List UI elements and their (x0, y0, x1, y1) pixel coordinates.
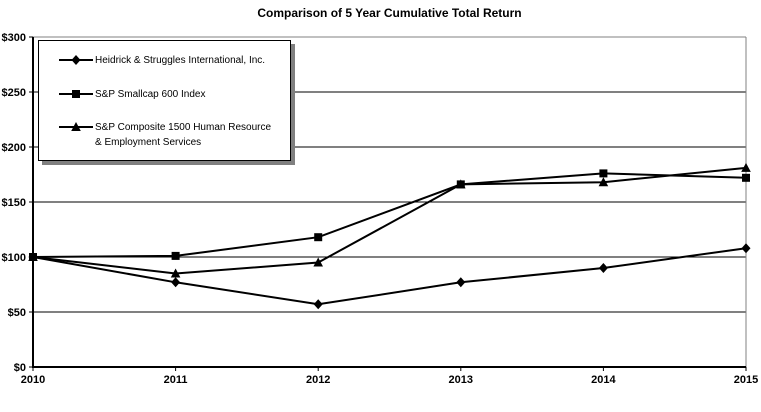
y-tick-label: $100 (2, 252, 26, 264)
y-tick-label: $150 (2, 197, 26, 209)
triangle-marker-sp1500hr (598, 177, 609, 187)
diamond-marker-hsii (313, 299, 323, 310)
legend-label-sp600: S&P Smallcap 600 Index (95, 88, 206, 100)
diamond-marker-hsii (171, 277, 181, 288)
y-tick-label: $300 (2, 32, 26, 44)
series-line-sp600 (32, 172, 747, 258)
y-tick-label: $250 (2, 87, 26, 99)
legend-label-hsii: Heidrick & Struggles International, Inc. (95, 55, 266, 66)
y-tick-label: $50 (8, 307, 26, 319)
legend: Heidrick & Struggles International, Inc.… (38, 40, 291, 161)
x-tick-label: 2010 (21, 374, 45, 386)
triangle-marker-sp1500hr (28, 252, 38, 261)
triangle-marker-sp1500hr (170, 268, 181, 278)
chart-title: Comparison of 5 Year Cumulative Total Re… (257, 6, 522, 20)
triangle-marker-icon (59, 122, 93, 132)
legend-item-sp600: S&P Smallcap 600 Index (59, 87, 284, 102)
triangle-marker-sp1500hr (313, 257, 323, 267)
y-tick-label: $0 (14, 362, 26, 374)
y-tick-label: $200 (2, 142, 26, 154)
diamond-marker-hsii (456, 277, 466, 288)
legend-item-hsii: Heidrick & Struggles International, Inc. (59, 53, 284, 68)
square-marker-sp600 (742, 173, 750, 182)
x-tick-label: 2013 (449, 374, 473, 386)
legend-item-sp1500hr: S&P Composite 1500 Human Resource & Empl… (59, 120, 284, 150)
x-tick-label: 2012 (306, 374, 330, 386)
square-marker-icon (59, 89, 93, 99)
diamond-marker-icon (59, 55, 93, 65)
triangle-marker-sp1500hr (741, 162, 751, 172)
series-line-sp1500hr (32, 166, 747, 275)
square-marker-sp600 (314, 233, 323, 242)
series-line-hsii (32, 247, 747, 306)
square-marker-sp600 (599, 169, 608, 178)
triangle-marker-sp1500hr (456, 179, 466, 189)
legend-label-sp1500hr: S&P Composite 1500 Human Resource & Empl… (95, 122, 272, 148)
x-tick-label: 2011 (164, 374, 188, 386)
diamond-marker-hsii (598, 263, 608, 273)
square-marker-sp600 (171, 251, 180, 260)
diamond-marker-hsii (741, 243, 751, 254)
x-tick-label: 2014 (591, 374, 616, 386)
x-tick-label: 2015 (734, 374, 758, 386)
